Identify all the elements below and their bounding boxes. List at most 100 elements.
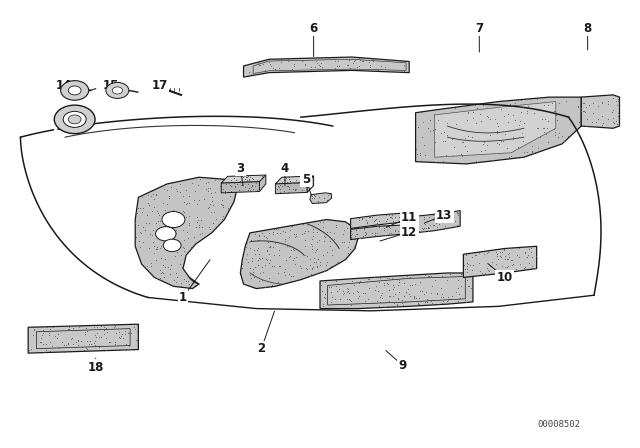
Point — [463, 108, 473, 116]
Point — [419, 225, 429, 232]
Point — [603, 97, 613, 104]
Point — [384, 287, 394, 294]
Point — [318, 219, 328, 226]
Point — [218, 202, 228, 209]
Point — [321, 259, 332, 266]
Point — [277, 66, 287, 73]
Point — [264, 230, 274, 237]
Text: 18: 18 — [88, 361, 104, 374]
Point — [175, 180, 186, 187]
Point — [492, 129, 502, 137]
Point — [500, 130, 510, 138]
Point — [288, 245, 298, 252]
Point — [338, 290, 348, 297]
Point — [275, 263, 285, 270]
Point — [197, 224, 207, 231]
Point — [114, 328, 124, 335]
Point — [561, 97, 572, 104]
Point — [223, 205, 233, 212]
Point — [437, 272, 447, 280]
Point — [249, 188, 259, 195]
Point — [305, 262, 315, 269]
Point — [175, 252, 186, 259]
Point — [376, 292, 386, 299]
Point — [385, 211, 395, 218]
Point — [305, 272, 316, 280]
Point — [362, 219, 372, 226]
Point — [250, 250, 260, 258]
Point — [358, 57, 369, 65]
Point — [414, 294, 424, 302]
Point — [149, 242, 159, 249]
Point — [129, 323, 139, 330]
Point — [385, 293, 396, 300]
Point — [484, 131, 495, 138]
Point — [522, 107, 532, 114]
Point — [237, 172, 248, 180]
Point — [413, 215, 423, 222]
Point — [92, 323, 102, 331]
Point — [420, 220, 430, 228]
Point — [259, 233, 269, 240]
Point — [554, 130, 564, 137]
Text: 1: 1 — [179, 291, 187, 304]
Point — [285, 67, 295, 74]
Circle shape — [54, 105, 95, 134]
Point — [502, 144, 512, 151]
Point — [100, 335, 111, 342]
Point — [611, 93, 621, 100]
Point — [245, 244, 255, 251]
Point — [506, 256, 516, 263]
Point — [63, 341, 74, 348]
Point — [131, 337, 141, 344]
Point — [420, 151, 430, 159]
Point — [134, 237, 144, 244]
Point — [352, 230, 362, 237]
Point — [113, 333, 124, 340]
Point — [431, 224, 442, 231]
Point — [394, 279, 404, 286]
Point — [67, 323, 77, 330]
Text: 00008502: 00008502 — [538, 420, 580, 429]
Point — [64, 326, 74, 333]
Point — [172, 187, 182, 194]
Point — [364, 303, 374, 310]
Point — [389, 299, 399, 306]
Point — [480, 146, 490, 154]
Point — [282, 57, 292, 65]
Point — [442, 297, 452, 305]
Point — [508, 112, 518, 119]
Point — [166, 183, 176, 190]
Point — [102, 328, 112, 336]
Point — [275, 230, 285, 237]
Point — [273, 179, 284, 186]
Point — [172, 237, 182, 244]
Point — [63, 340, 73, 347]
Point — [206, 208, 216, 215]
Point — [453, 284, 463, 292]
Point — [588, 99, 598, 107]
Point — [67, 340, 77, 348]
Point — [218, 188, 228, 195]
Point — [520, 263, 530, 271]
Point — [394, 289, 404, 296]
Point — [233, 172, 243, 180]
Point — [337, 239, 347, 246]
Text: 4: 4 — [281, 162, 289, 175]
Point — [422, 298, 432, 305]
Point — [492, 128, 502, 135]
Point — [95, 322, 106, 329]
Point — [482, 250, 492, 257]
Point — [422, 296, 432, 303]
Point — [313, 256, 323, 263]
Point — [156, 270, 166, 277]
Point — [499, 246, 509, 253]
Point — [397, 299, 407, 306]
Point — [343, 250, 353, 257]
Point — [331, 221, 341, 228]
Point — [308, 263, 318, 270]
Point — [431, 159, 441, 166]
Point — [369, 229, 380, 237]
Point — [265, 61, 275, 68]
Point — [393, 295, 403, 302]
